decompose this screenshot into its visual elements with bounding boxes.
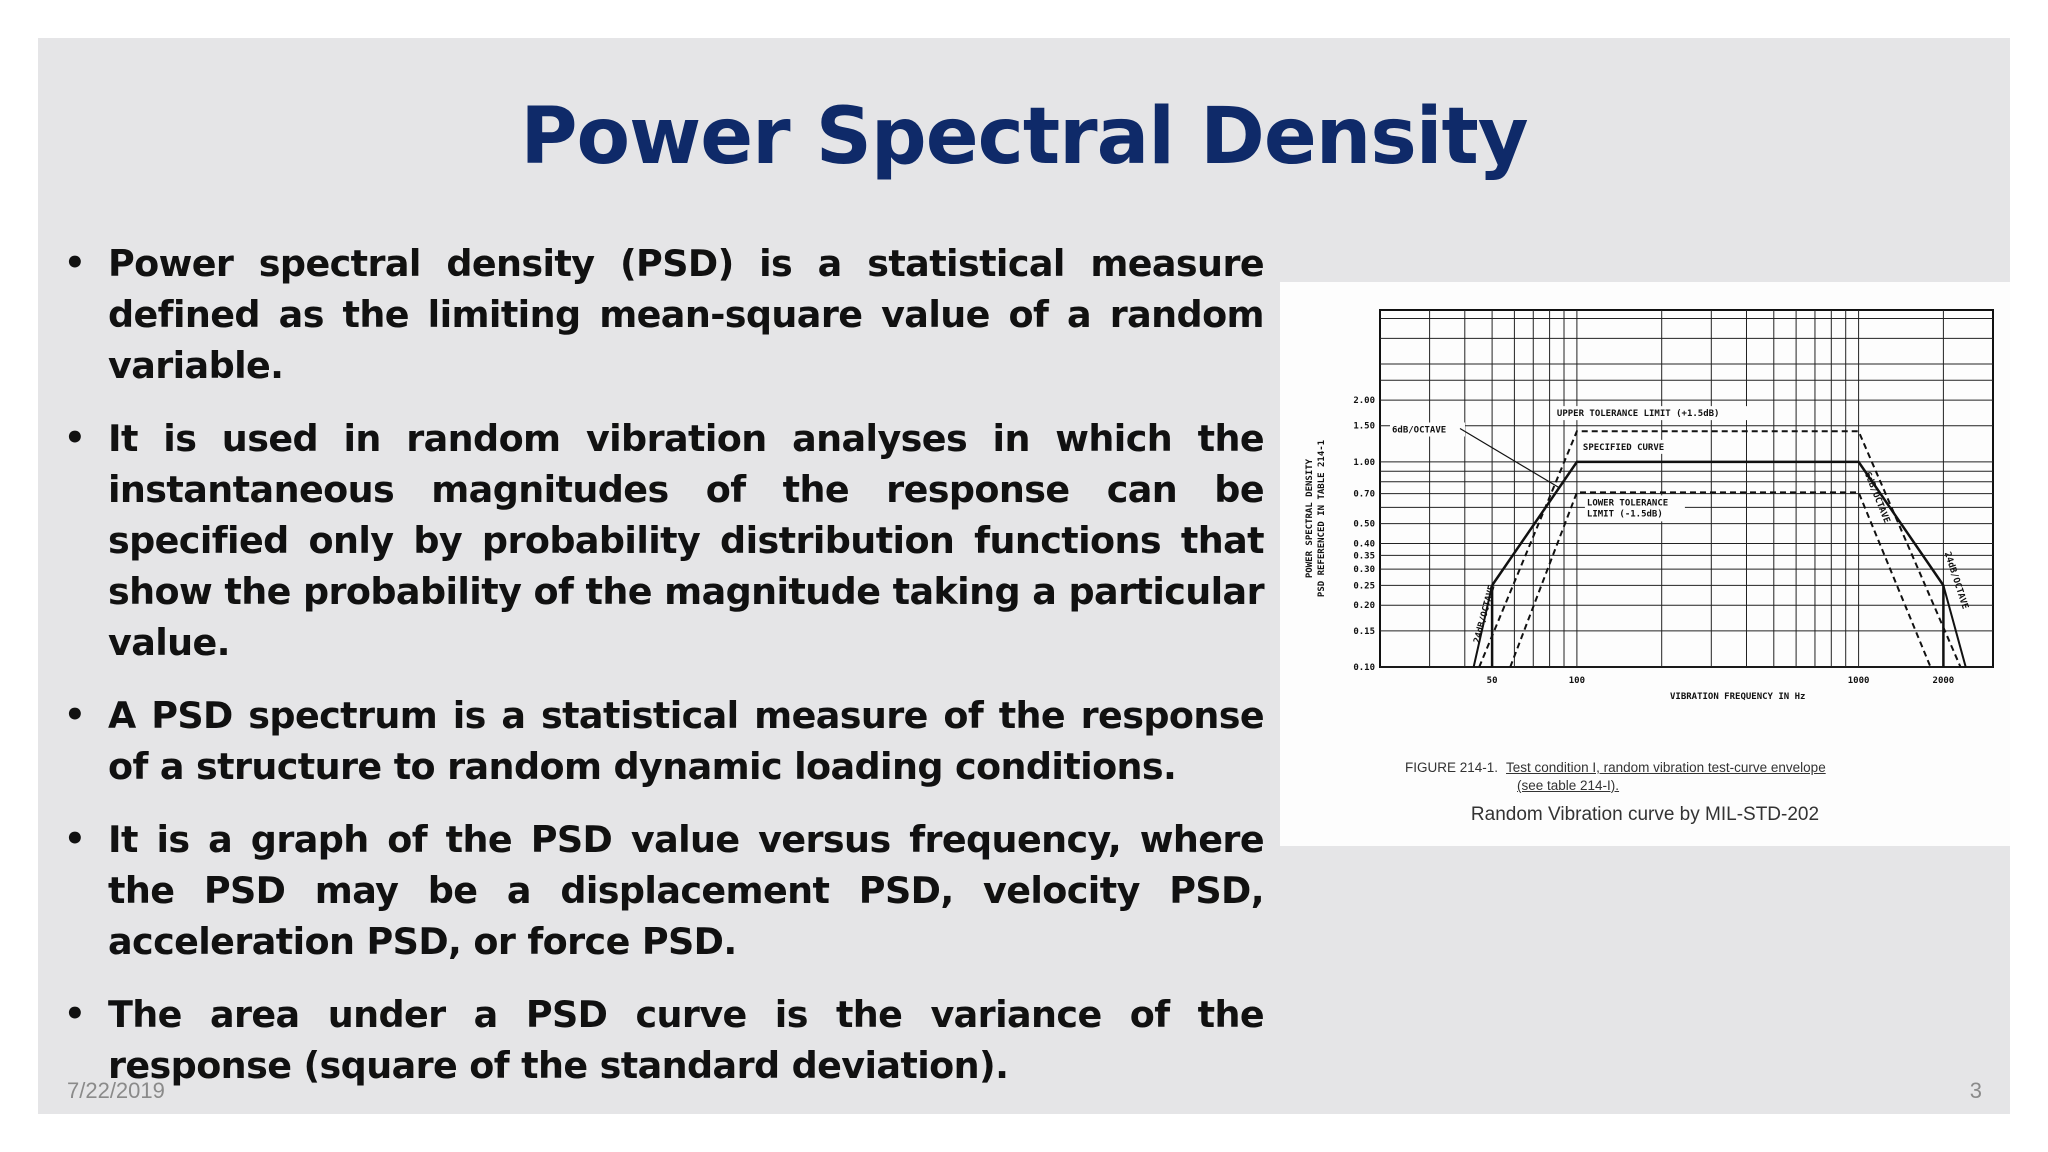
slide-title: Power Spectral Density (520, 92, 1528, 182)
y-axis-label: PSD REFERENCED IN TABLE 214-1 (1317, 440, 1327, 597)
y-tick-label: 0.50 (1353, 520, 1375, 530)
label-background (1556, 406, 1767, 421)
x-tick-label: 100 (1569, 676, 1585, 686)
specified-curve-line (1491, 460, 1945, 587)
bullet-item: • It is used in random vibration analyses… (54, 413, 1265, 668)
annotation-upper-tolerance: UPPER TOLERANCE LIMIT (+1.5dB) (1557, 409, 1720, 419)
annotation-left-rolloff: 24dB/OCTAVE (1472, 584, 1497, 644)
y-tick-label: 0.70 (1353, 490, 1375, 500)
label-background (1580, 439, 1677, 454)
y-tick-label: 0.25 (1353, 581, 1375, 591)
bullet-item: • The area under a PSD curve is the varia… (54, 989, 1265, 1091)
y-tick-label: 1.00 (1353, 458, 1375, 468)
bullet-text: It is a graph of the PSD value versus fr… (108, 818, 1265, 963)
figure-caption-line2: (see table 214-I). (1517, 778, 1620, 793)
chart-curves (1472, 430, 1967, 668)
y-tick-label: 0.20 (1353, 601, 1375, 611)
figure-caption-text: Test condition I, random vibration test-… (1506, 760, 1826, 775)
lower-tolerance-line (1509, 491, 1932, 668)
y-tick-label: 1.50 (1353, 422, 1375, 432)
bullet-list: • Power spectral density (PSD) is a stati… (54, 238, 1265, 1113)
annotation-leader-line (1459, 427, 1560, 489)
annotation-right-rolloff: 24dB/OCTAVE (1942, 551, 1970, 611)
slide-page-number: 3 (1969, 1078, 1982, 1103)
slide-date: 7/22/2019 (67, 1078, 165, 1103)
bullet-item: • Power spectral density (PSD) is a stati… (54, 238, 1265, 391)
label-background (1390, 422, 1465, 437)
bullet-item: • A PSD spectrum is a statistical measure… (54, 690, 1265, 792)
annotation-right-slope: 6dB/OCTAVE (1862, 471, 1892, 525)
figure-subtitle: Random Vibration curve by MIL-STD-202 (1470, 804, 1820, 825)
label-background (1584, 495, 1685, 522)
x-tick-label: 2000 (1933, 676, 1955, 686)
bullet-text: A PSD spectrum is a statistical measure … (108, 694, 1265, 788)
y-tick-label: 0.30 (1353, 565, 1375, 575)
bullet-icon: • (64, 994, 86, 1034)
bullet-text: Power spectral density (PSD) is a statis… (108, 242, 1265, 387)
slide: Power Spectral Density • Power spectral d… (38, 38, 2010, 1114)
right-rolloff-line (1942, 585, 1967, 668)
bullet-text: The area under a PSD curve is the varian… (108, 993, 1265, 1087)
x-tick-label: 1000 (1848, 676, 1870, 686)
bullet-icon: • (64, 418, 86, 458)
annotation-lower-tolerance: LOWER TOLERANCE (1587, 498, 1668, 508)
bullet-icon: • (64, 819, 86, 859)
upper-tolerance-line (1478, 430, 1962, 668)
left-rolloff-line (1472, 585, 1494, 668)
y-axis-label: POWER SPECTRAL DENSITY (1305, 458, 1315, 578)
y-tick-label: 0.40 (1353, 539, 1375, 549)
figure-caption-prefix: FIGURE 214-1. (1405, 760, 1499, 775)
y-tick-label: 0.10 (1353, 663, 1375, 673)
psd-chart: 2.00 1.50 1.00 0.70 0.50 0.40 0.35 0.30 0.25 0.20… (1305, 309, 1994, 702)
y-tick-label: 0.15 (1353, 627, 1375, 637)
bullet-text: It is used in random vibration analyses … (108, 417, 1265, 664)
y-tick-label: 0.35 (1353, 551, 1375, 561)
x-tick-label: 50 (1487, 676, 1498, 686)
psd-figure: 2.00 1.50 1.00 0.70 0.50 0.40 0.35 0.30 0.25 0.20… (1280, 282, 2010, 846)
annotation-left-slope: 6dB/OCTAVE (1392, 425, 1446, 435)
bullet-icon: • (64, 243, 86, 283)
x-axis-label: VIBRATION FREQUENCY IN Hz (1670, 692, 1805, 702)
figure-caption: FIGURE 214-1. Test condition I, random vi… (1405, 760, 1826, 775)
y-tick-label: 2.00 (1353, 396, 1375, 406)
bullet-item: • It is a graph of the PSD value versus f… (54, 814, 1265, 967)
chart-labels: 2.00 1.50 1.00 0.70 0.50 0.40 0.35 0.30 0.25 0.20… (1305, 396, 1970, 702)
annotation-specified-curve: SPECIFIED CURVE (1583, 443, 1664, 453)
chart-grid (1379, 309, 1994, 668)
annotation-lower-tolerance: LIMIT (-1.5dB) (1587, 509, 1663, 519)
bullet-icon: • (64, 695, 86, 735)
